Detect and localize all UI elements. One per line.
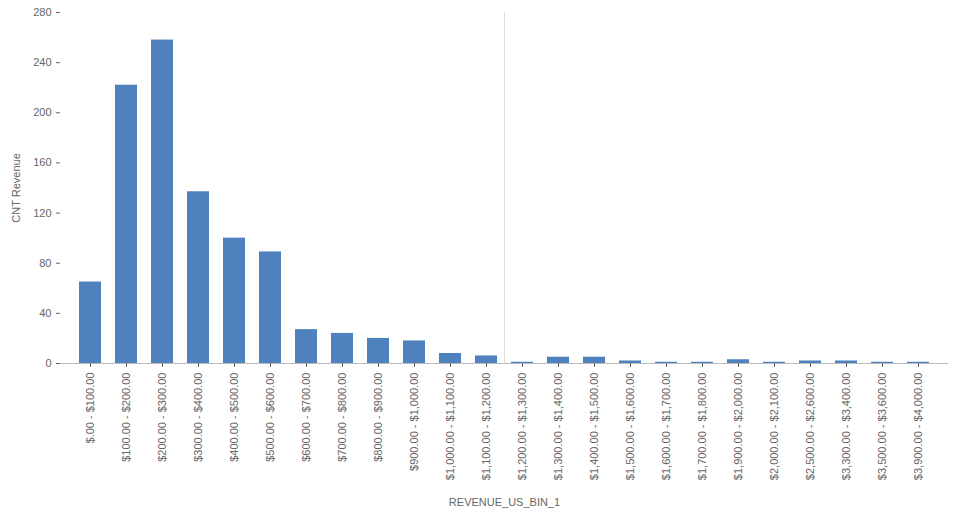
svg-text:$500.00 - $600.00: $500.00 - $600.00 xyxy=(264,373,276,462)
svg-text:160: 160 xyxy=(33,156,51,168)
svg-text:$100.00 - $200.00: $100.00 - $200.00 xyxy=(120,373,132,462)
svg-text:$400.00 - $500.00: $400.00 - $500.00 xyxy=(228,373,240,462)
svg-text:$700.00 - $800.00: $700.00 - $800.00 xyxy=(336,373,348,462)
svg-text:200: 200 xyxy=(33,106,51,118)
svg-text:120: 120 xyxy=(33,207,51,219)
svg-text:$1,200.00 - $1,300.00: $1,200.00 - $1,300.00 xyxy=(516,373,528,481)
svg-text:$1,600.00 - $1,700.00: $1,600.00 - $1,700.00 xyxy=(660,373,672,481)
svg-text:$3,300.00 - $3,400.00: $3,300.00 - $3,400.00 xyxy=(840,373,852,481)
svg-text:$1,300.00 - $1,400.00: $1,300.00 - $1,400.00 xyxy=(552,373,564,481)
svg-text:$3,500.00 - $3,600.00: $3,500.00 - $3,600.00 xyxy=(876,373,888,481)
svg-text:$200.00 - $300.00: $200.00 - $300.00 xyxy=(156,373,168,462)
svg-text:80: 80 xyxy=(39,257,51,269)
svg-text:$2,000.00 - $2,100.00: $2,000.00 - $2,100.00 xyxy=(768,373,780,481)
svg-text:$600.00 - $700.00: $600.00 - $700.00 xyxy=(300,373,312,462)
svg-text:$900.00 - $1,000.00: $900.00 - $1,000.00 xyxy=(408,373,420,471)
svg-text:$1,400.00 - $1,500.00: $1,400.00 - $1,500.00 xyxy=(588,373,600,481)
svg-text:0: 0 xyxy=(45,357,51,369)
svg-text:240: 240 xyxy=(33,56,51,68)
svg-text:40: 40 xyxy=(39,307,51,319)
svg-text:$1,100.00 - $1,200.00: $1,100.00 - $1,200.00 xyxy=(480,373,492,481)
svg-text:$1,700.00 - $1,800.00: $1,700.00 - $1,800.00 xyxy=(696,373,708,481)
svg-text:$300.00 - $400.00: $300.00 - $400.00 xyxy=(192,373,204,462)
svg-text:REVENUE_US_BIN_1: REVENUE_US_BIN_1 xyxy=(449,496,560,508)
svg-text:$.00 - $100.00: $.00 - $100.00 xyxy=(84,373,96,444)
svg-text:$800.00 - $900.00: $800.00 - $900.00 xyxy=(372,373,384,462)
svg-text:$1,000.00 - $1,100.00: $1,000.00 - $1,100.00 xyxy=(444,373,456,481)
svg-text:$2,500.00 - $2,600.00: $2,500.00 - $2,600.00 xyxy=(804,373,816,481)
svg-text:$1,900.00 - $2,000.00: $1,900.00 - $2,000.00 xyxy=(732,373,744,481)
svg-text:280: 280 xyxy=(33,6,51,18)
svg-text:$3,900.00 - $4,000.00: $3,900.00 - $4,000.00 xyxy=(912,373,924,481)
svg-text:$1,500.00 - $1,600.00: $1,500.00 - $1,600.00 xyxy=(624,373,636,481)
svg-text:CNT Revenue: CNT Revenue xyxy=(10,153,22,223)
